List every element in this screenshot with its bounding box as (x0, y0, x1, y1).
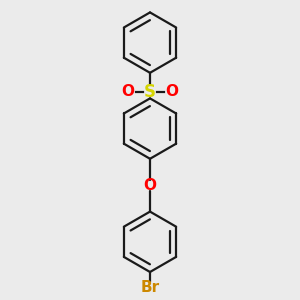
Text: O: O (165, 84, 178, 99)
Text: O: O (143, 178, 157, 193)
Text: Br: Br (140, 280, 160, 296)
Text: O: O (122, 84, 135, 99)
Text: S: S (144, 83, 156, 101)
